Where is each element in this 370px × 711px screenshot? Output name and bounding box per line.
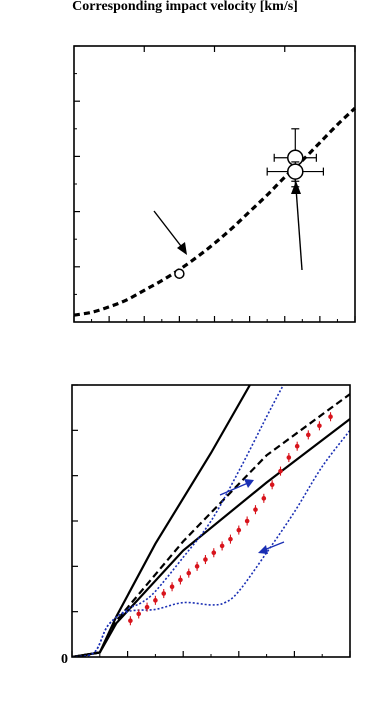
series-3r [72, 385, 251, 657]
data-point [161, 591, 167, 596]
data-point [228, 536, 233, 542]
data-point [286, 455, 292, 460]
chart-quartz: 0 [61, 384, 351, 667]
series-m-aneos [72, 385, 285, 657]
data-point [306, 432, 311, 438]
data-point [294, 443, 300, 449]
maneos-arrow [219, 482, 249, 496]
data-point [253, 507, 258, 512]
svendsen-arrow [153, 210, 185, 251]
sesame-arrowhead [258, 545, 268, 554]
data-point [244, 518, 250, 524]
plot-frame [71, 384, 351, 658]
data-point [211, 550, 217, 556]
plot-area [72, 385, 350, 657]
data-point [174, 268, 185, 279]
eos-curve [73, 106, 357, 317]
data-point [278, 468, 283, 474]
data-point [194, 564, 200, 569]
data-point [169, 584, 175, 590]
data-point [153, 598, 158, 603]
data-point [136, 611, 142, 617]
data-point [128, 618, 133, 624]
svendsen-arrowhead [177, 242, 187, 255]
kurosawa-arrow [295, 187, 303, 271]
data-point [178, 577, 183, 583]
data-point [203, 557, 208, 562]
chart-diopside [73, 45, 357, 323]
top-axis-title: Corresponding impact velocity [km/s] [72, 0, 298, 14]
data-point [219, 543, 225, 549]
data-point [186, 570, 192, 576]
data-point [144, 604, 150, 610]
data-point [261, 496, 267, 501]
maneos-arrowhead [244, 479, 254, 488]
sesame-arrow [263, 541, 285, 551]
data-point [317, 423, 322, 429]
y-tick-label-zero: 0 [61, 652, 68, 667]
series-sesame [72, 429, 350, 657]
data-point [236, 527, 242, 533]
data-point [328, 414, 333, 420]
plot-frame [73, 45, 356, 323]
data-point [287, 163, 304, 180]
data-point [269, 482, 275, 488]
kurosawa-arrowhead [291, 181, 301, 194]
